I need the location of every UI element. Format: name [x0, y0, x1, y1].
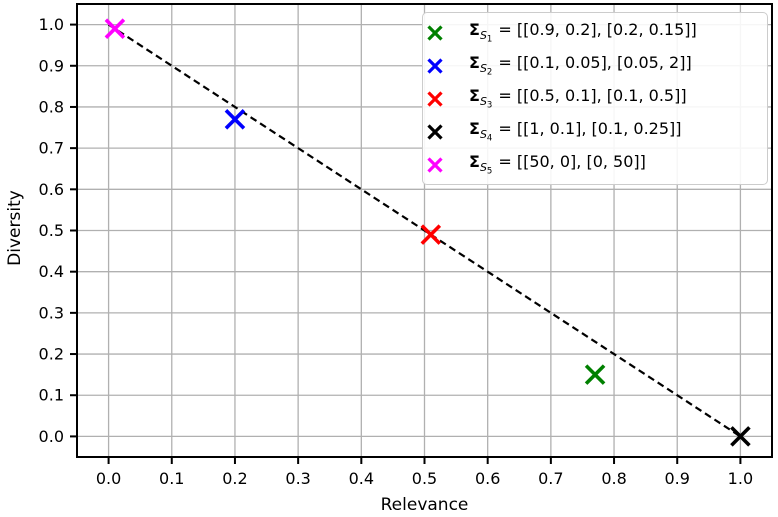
legend-label: ΣS2 = [[0.1, 0.05], [0.05, 2]]	[469, 53, 692, 78]
legend-entry-s1: ΣS1 = [[0.9, 0.2], [0.2, 0.15]]	[423, 16, 767, 49]
sigma-subscript: S	[479, 128, 487, 142]
x-tick-label: 0.9	[665, 469, 690, 488]
x-tick-label: 0.0	[96, 469, 121, 488]
matrix-value: = [[1, 0.1], [0.1, 0.25]]	[498, 119, 682, 139]
x-tick-label: 0.7	[538, 469, 563, 488]
y-tick-label: 0.2	[39, 345, 64, 364]
x-marker-icon	[427, 24, 443, 41]
legend-label: ΣS5 = [[50, 0], [0, 50]]	[469, 152, 646, 177]
sigma-index: 4	[486, 133, 493, 144]
sigma-index: 3	[486, 100, 493, 111]
x-marker-icon	[427, 57, 443, 74]
x-tick-label: 0.3	[285, 469, 310, 488]
x-axis-label: Relevance	[381, 495, 469, 515]
y-axis-label: Diversity	[5, 190, 25, 266]
marker-s1	[584, 364, 606, 385]
legend-label: ΣS3 = [[0.5, 0.1], [0.1, 0.5]]	[469, 86, 687, 111]
matrix-value: = [[0.5, 0.1], [0.1, 0.5]]	[498, 86, 687, 106]
sigma-subscript: S	[479, 161, 487, 175]
sigma-subscript: S	[479, 62, 487, 76]
y-tick-label: 0.5	[39, 221, 64, 240]
y-tick-label: 0.7	[39, 139, 64, 158]
x-tick-label: 0.6	[475, 469, 500, 488]
x-tick-label: 0.5	[412, 469, 437, 488]
y-tick-label: 0.9	[39, 56, 64, 75]
legend-entry-s5: ΣS5 = [[50, 0], [0, 50]]	[423, 148, 767, 181]
x-marker-icon	[427, 90, 443, 107]
legend-label: ΣS4 = [[1, 0.1], [0.1, 0.25]]	[469, 119, 682, 144]
x-tick-label: 0.1	[159, 469, 184, 488]
x-marker-icon	[427, 123, 443, 140]
legend: ΣS1= [[0.9, 0.2], [0.2, 0.15]] ΣS2= [[0.…	[422, 12, 768, 185]
legend-entry-s4: ΣS4 = [[1, 0.1], [0.1, 0.25]]	[423, 115, 767, 148]
sigma-symbol: Σ	[469, 152, 480, 172]
y-tick-label: 0.6	[39, 180, 64, 199]
marker-s5	[104, 18, 126, 39]
x-tick-label: 0.8	[601, 469, 626, 488]
data-points	[104, 18, 751, 447]
sigma-symbol: Σ	[469, 86, 480, 106]
y-tick-label: 0.4	[39, 262, 64, 281]
x-tick-label: 1.0	[728, 469, 753, 488]
legend-label: ΣS1 = [[0.9, 0.2], [0.2, 0.15]]	[469, 20, 697, 45]
sigma-subscript: S	[479, 29, 487, 43]
sigma-index: 2	[486, 67, 493, 78]
x-tick-label: 0.4	[349, 469, 374, 488]
sigma-symbol: Σ	[469, 53, 480, 73]
sigma-index: 5	[486, 166, 493, 177]
sigma-symbol: Σ	[469, 20, 480, 40]
x-tick-label: 0.2	[222, 469, 247, 488]
sigma-subscript: S	[479, 95, 487, 109]
x-marker-icon	[427, 156, 443, 173]
y-tick-label: 0.0	[39, 427, 64, 446]
ticks: 0.0 0.1 0.2 0.3 0.4 0.5 0.6 0.7 0.8 0.9 1.0 0.0 0.1 0…	[39, 15, 754, 488]
y-tick-label: 0.1	[39, 386, 64, 405]
sigma-index: 1	[486, 34, 493, 45]
matrix-value: = [[0.1, 0.05], [0.05, 2]]	[498, 53, 692, 73]
marker-s4	[730, 426, 751, 447]
matrix-value: = [[50, 0], [0, 50]]	[498, 152, 646, 172]
matrix-value: = [[0.9, 0.2], [0.2, 0.15]]	[498, 20, 697, 40]
sigma-symbol: Σ	[469, 119, 480, 139]
y-tick-label: 1.0	[39, 15, 64, 34]
y-tick-label: 0.8	[39, 97, 64, 116]
y-tick-label: 0.3	[39, 303, 64, 322]
marker-s3	[420, 224, 442, 245]
marker-s2	[224, 109, 246, 130]
legend-entry-s3: ΣS3 = [[0.5, 0.1], [0.1, 0.5]]	[423, 82, 767, 115]
legend-entry-s2: ΣS2 = [[0.1, 0.05], [0.05, 2]]	[423, 49, 767, 82]
